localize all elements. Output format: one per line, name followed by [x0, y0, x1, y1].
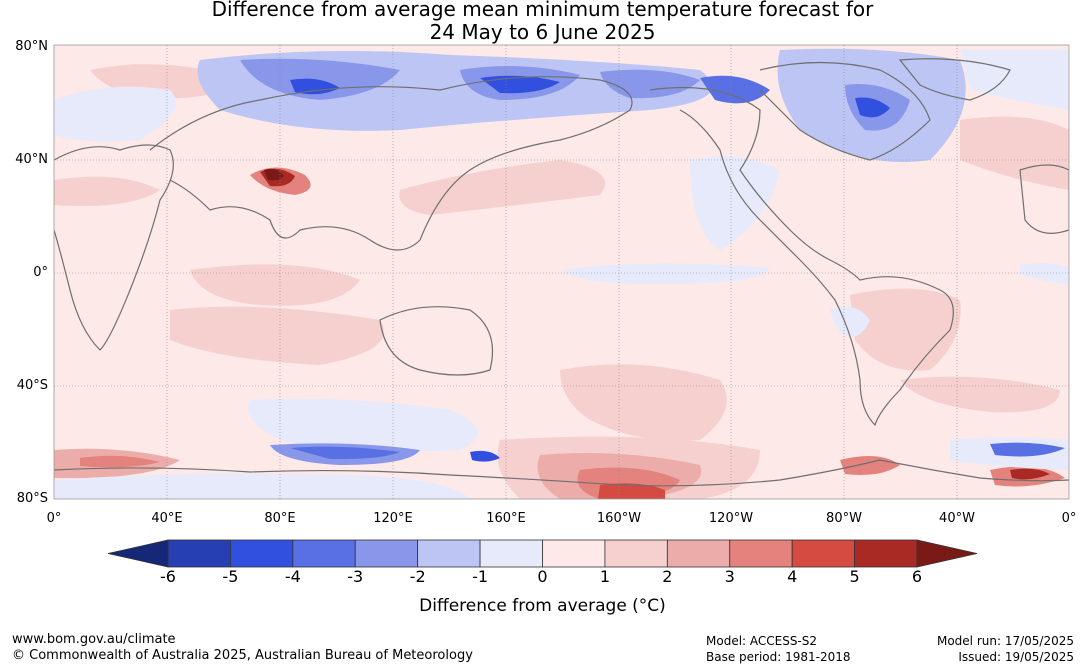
- colorbar-tick-label: 2: [662, 567, 673, 586]
- anomaly-field: [54, 45, 1069, 499]
- anomaly-patch: [1010, 468, 1050, 480]
- anomaly-patch: [850, 288, 961, 371]
- lon-label-40e: 40°E: [151, 511, 183, 526]
- lon-label-160e: 160°E: [486, 511, 526, 526]
- lon-label-0-left: 0°: [46, 511, 62, 526]
- anomaly-patch: [80, 455, 160, 468]
- footer-copyright: © Commonwealth of Australia 2025, Austra…: [12, 648, 473, 663]
- anomaly-patch: [690, 156, 780, 250]
- colorbar-box: [729, 539, 793, 568]
- anomaly-patch: [190, 264, 360, 306]
- colorbar-tick-label: 6: [911, 567, 923, 586]
- anomaly-patch: [170, 306, 384, 365]
- anomaly-patch: [598, 483, 665, 499]
- colorbar-tick-label: -5: [222, 567, 239, 586]
- lon-label-120e: 120°E: [373, 511, 413, 526]
- anomaly-patch: [264, 168, 284, 181]
- colorbar-tick-label: -1: [472, 567, 489, 586]
- anomaly-patch: [480, 75, 560, 94]
- colorbar-box: [542, 539, 606, 568]
- colorbar-tick-label: 0: [537, 567, 548, 586]
- footer-model: Model: ACCESS-S2: [706, 634, 818, 648]
- colorbar-box: [230, 539, 294, 568]
- anomaly-patch: [855, 97, 890, 118]
- coastlines: [54, 58, 1069, 487]
- anomaly-patch: [290, 446, 400, 460]
- lat-label-0: 0°: [33, 265, 48, 280]
- anomaly-patch: [560, 364, 727, 441]
- colorbar-box: [479, 539, 543, 568]
- lon-label-40w: 40°W: [939, 511, 975, 526]
- colorbar-arrow-low: [107, 539, 169, 568]
- anomaly-patch: [1020, 263, 1069, 285]
- colorbar-box: [292, 539, 356, 568]
- lon-label-160w: 160°W: [596, 511, 642, 526]
- anomaly-patch: [830, 306, 870, 337]
- anomaly-patch: [399, 160, 605, 215]
- colorbar-tick-label: 5: [849, 567, 860, 586]
- footer-issued: Issued: 19/05/2025: [958, 650, 1074, 664]
- colorbar-arrow-high: [916, 539, 978, 568]
- colorbar-box: [417, 539, 481, 568]
- anomaly-patch: [560, 263, 770, 285]
- map-title-line1: Difference from average mean minimum tem…: [211, 0, 874, 21]
- anomaly-patch: [900, 376, 1060, 413]
- anomaly-patch: [54, 86, 176, 142]
- footer-base-period: Base period: 1981-2018: [706, 650, 851, 664]
- lat-label-80n: 80°N: [15, 39, 48, 54]
- anomaly-patch: [470, 450, 500, 462]
- colorbar-tick-label: 4: [787, 567, 798, 586]
- colorbar-box: [604, 539, 668, 568]
- anomaly-patch: [990, 442, 1065, 457]
- colorbar-box: [354, 539, 419, 568]
- lat-label-40s: 40°S: [16, 378, 48, 393]
- anomaly-patch: [290, 78, 340, 95]
- anomaly-patch: [700, 75, 770, 104]
- anomaly-patch: [54, 176, 160, 206]
- anomaly-patch: [960, 116, 1069, 190]
- colorbar-tick-label: 3: [724, 567, 735, 586]
- colorbar-box: [791, 539, 855, 568]
- anomaly-patch: [248, 398, 478, 452]
- lon-label-0-right: 0°: [1061, 511, 1077, 526]
- colorbar-tick-label: 1: [599, 567, 610, 586]
- colorbar-title: Difference from average (°C): [419, 596, 666, 616]
- anomaly-patch: [960, 50, 1069, 110]
- lon-label-120w: 120°W: [708, 511, 754, 526]
- footer-url: www.bom.gov.au/climate: [12, 632, 176, 647]
- colorbar-tick-label: -2: [409, 567, 426, 586]
- colorbar-tick-label: -4: [284, 567, 301, 586]
- footer-model-run: Model run: 17/05/2025: [936, 634, 1074, 648]
- lon-label-80w: 80°W: [826, 511, 862, 526]
- graticule: [54, 45, 1069, 499]
- lon-label-80e: 80°E: [264, 511, 296, 526]
- anomaly-patch: [54, 473, 470, 499]
- map-frame: [53, 44, 1070, 500]
- colorbar-box: [666, 539, 731, 568]
- colorbar-box: [854, 539, 918, 568]
- colorbar-tick-label: -6: [160, 567, 176, 586]
- lat-label-80s: 80°S: [16, 491, 48, 506]
- lat-label-40n: 40°N: [15, 152, 48, 167]
- map-title-line2: 24 May to 6 June 2025: [429, 20, 656, 44]
- colorbar-box: [167, 539, 231, 568]
- colorbar-tick-label: -3: [347, 567, 364, 586]
